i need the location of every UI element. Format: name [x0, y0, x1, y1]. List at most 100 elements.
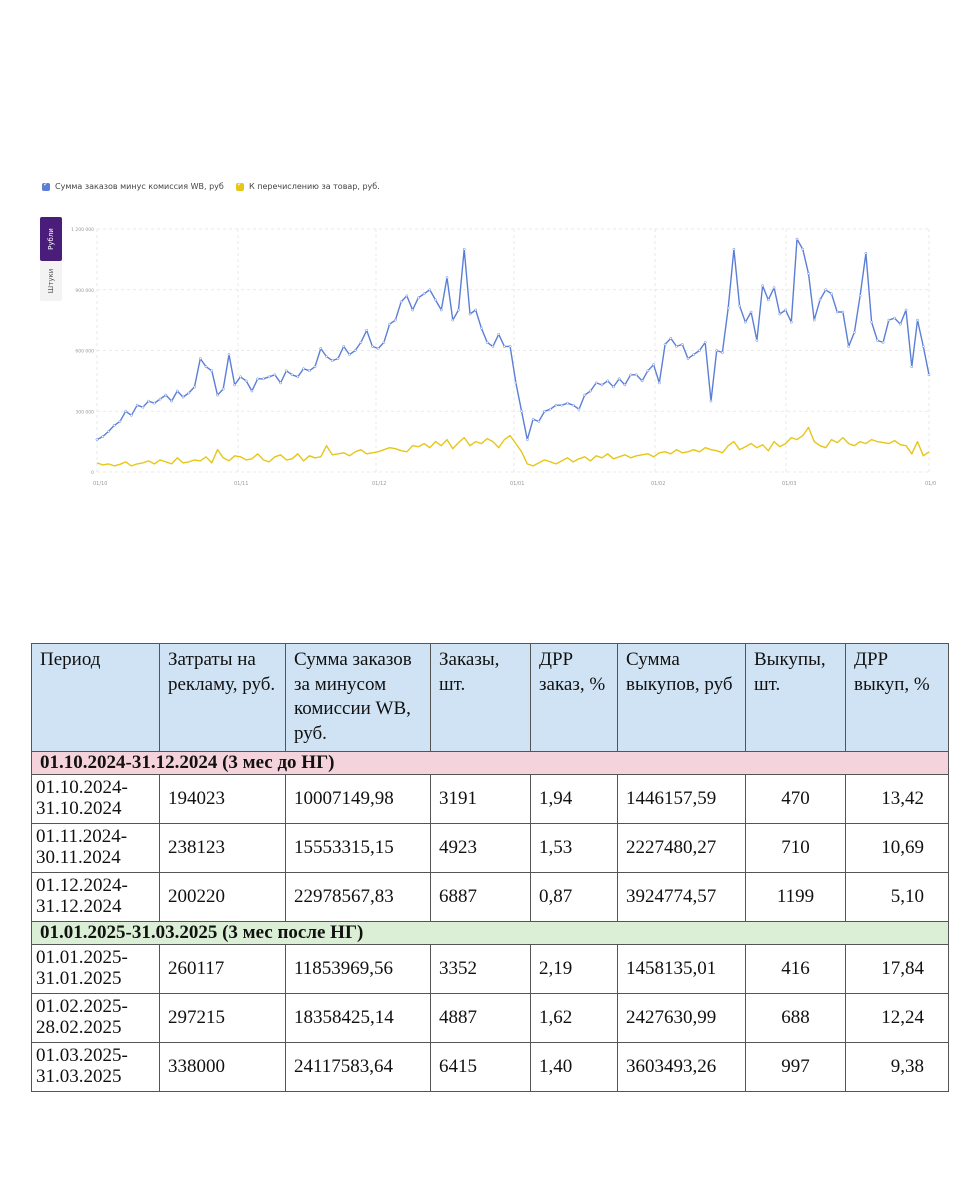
checkbox-icon[interactable] — [236, 180, 244, 191]
data-point — [428, 288, 432, 292]
legend-item-payout[interactable]: К перечислению за товар, руб. — [236, 180, 380, 191]
data-point — [497, 332, 501, 336]
data-point — [881, 341, 885, 344]
header-drr-order: ДРР заказ, % — [530, 643, 618, 752]
cell-ad-cost: 194023 — [159, 773, 286, 824]
data-point — [95, 438, 99, 441]
data-point — [772, 286, 776, 290]
cell-orders-sum: 18358425,14 — [285, 992, 431, 1043]
data-point — [388, 322, 391, 326]
data-point — [835, 310, 839, 314]
data-point — [812, 318, 816, 322]
data-point — [537, 420, 541, 423]
data-point — [124, 409, 128, 413]
cell-buyouts-sum: 2427630,99 — [617, 992, 746, 1043]
cell-orders-count: 3191 — [430, 773, 531, 824]
cell-drr-buyout: 5,10 — [845, 871, 949, 922]
data-point — [830, 292, 833, 296]
data-point — [267, 375, 271, 379]
data-point — [181, 395, 185, 399]
cell-drr-buyout: 13,42 — [845, 773, 949, 824]
data-point — [514, 381, 518, 385]
checkbox-icon[interactable] — [42, 180, 50, 191]
legend-item-orders[interactable]: Сумма заказов минус комиссия WB, руб — [42, 180, 224, 191]
data-point — [606, 379, 610, 383]
data-point — [675, 345, 678, 348]
data-point — [864, 251, 868, 255]
data-point — [359, 341, 363, 344]
data-point — [147, 399, 150, 403]
data-point — [239, 375, 242, 379]
y-tick-label: 0 — [91, 470, 94, 476]
cell-orders-count: 4887 — [430, 992, 531, 1043]
data-point — [216, 393, 219, 397]
data-point — [669, 337, 673, 340]
table-body: 01.10.2024-31.12.2024 (3 мес до НГ) 01.1… — [31, 750, 949, 1092]
cell-buyouts-sum: 2227480,27 — [617, 822, 746, 873]
chart-area: Сумма заказов минус комиссия WB, руб К п… — [0, 170, 960, 500]
cell-orders-sum: 24117583,64 — [285, 1041, 431, 1092]
cell-orders-count: 6887 — [430, 871, 531, 922]
header-period: Период — [31, 643, 160, 752]
data-point — [778, 312, 782, 316]
data-point — [657, 381, 661, 385]
toggle-rubles[interactable]: Рубли — [40, 217, 62, 261]
cell-buyouts-count: 416 — [745, 943, 846, 994]
cell-period: 01.10.2024- 31.10.2024 — [31, 773, 160, 824]
data-point — [927, 373, 931, 377]
data-point — [399, 300, 403, 304]
cell-orders-count: 6415 — [430, 1041, 531, 1092]
report-table: Период Затраты на рекламу, руб. Сумма за… — [31, 643, 949, 1092]
data-point — [285, 369, 288, 373]
data-point — [921, 345, 925, 348]
data-point — [187, 391, 191, 395]
cell-period: 01.03.2025- 31.03.2025 — [31, 1041, 160, 1092]
data-point — [474, 308, 478, 312]
data-point — [715, 349, 719, 352]
data-point — [101, 435, 105, 438]
cell-ad-cost: 260117 — [159, 943, 286, 994]
cell-period: 01.12.2024- 31.12.2024 — [31, 871, 160, 922]
data-point — [807, 272, 810, 275]
data-point — [325, 355, 328, 358]
cell-orders-count: 3352 — [430, 943, 531, 994]
data-point — [485, 341, 489, 344]
data-point — [692, 353, 696, 356]
data-point — [663, 343, 667, 346]
x-tick-label: 01/03 — [782, 481, 796, 487]
cell-buyouts-count: 470 — [745, 773, 846, 824]
data-point — [726, 306, 730, 310]
data-point — [910, 365, 914, 369]
data-point — [319, 347, 323, 350]
data-point — [508, 345, 512, 348]
data-point — [612, 385, 615, 389]
data-point — [416, 296, 420, 300]
cell-orders-sum: 22978567,83 — [285, 871, 431, 922]
data-point — [870, 320, 873, 324]
data-point — [164, 393, 168, 397]
data-point — [250, 389, 254, 393]
data-point — [543, 409, 546, 413]
x-tick-label: 01/12 — [372, 481, 386, 487]
data-point — [755, 339, 759, 342]
table-row: 01.10.2024- 31.10.2024 194023 10007149,98… — [31, 773, 949, 824]
data-point — [411, 308, 414, 312]
data-point — [313, 365, 317, 369]
x-tick-label: 01/0 — [925, 481, 936, 487]
cell-buyouts-count: 710 — [745, 822, 846, 873]
cell-drr-order: 0,87 — [530, 871, 618, 922]
cell-drr-order: 1,94 — [530, 773, 618, 824]
data-point — [233, 383, 237, 387]
data-point — [841, 310, 845, 314]
toggle-units[interactable]: Штуки — [40, 261, 62, 301]
data-point — [118, 420, 122, 423]
cell-ad-cost: 200220 — [159, 871, 286, 922]
data-point — [520, 409, 523, 413]
data-point — [801, 247, 805, 251]
cell-period: 01.01.2025- 31.01.2025 — [31, 943, 160, 994]
header-orders-count: Заказы, шт. — [430, 643, 531, 752]
y-tick-label: 300 000 — [75, 409, 94, 415]
data-point — [646, 369, 650, 373]
data-point — [445, 276, 449, 279]
data-point — [405, 294, 409, 298]
